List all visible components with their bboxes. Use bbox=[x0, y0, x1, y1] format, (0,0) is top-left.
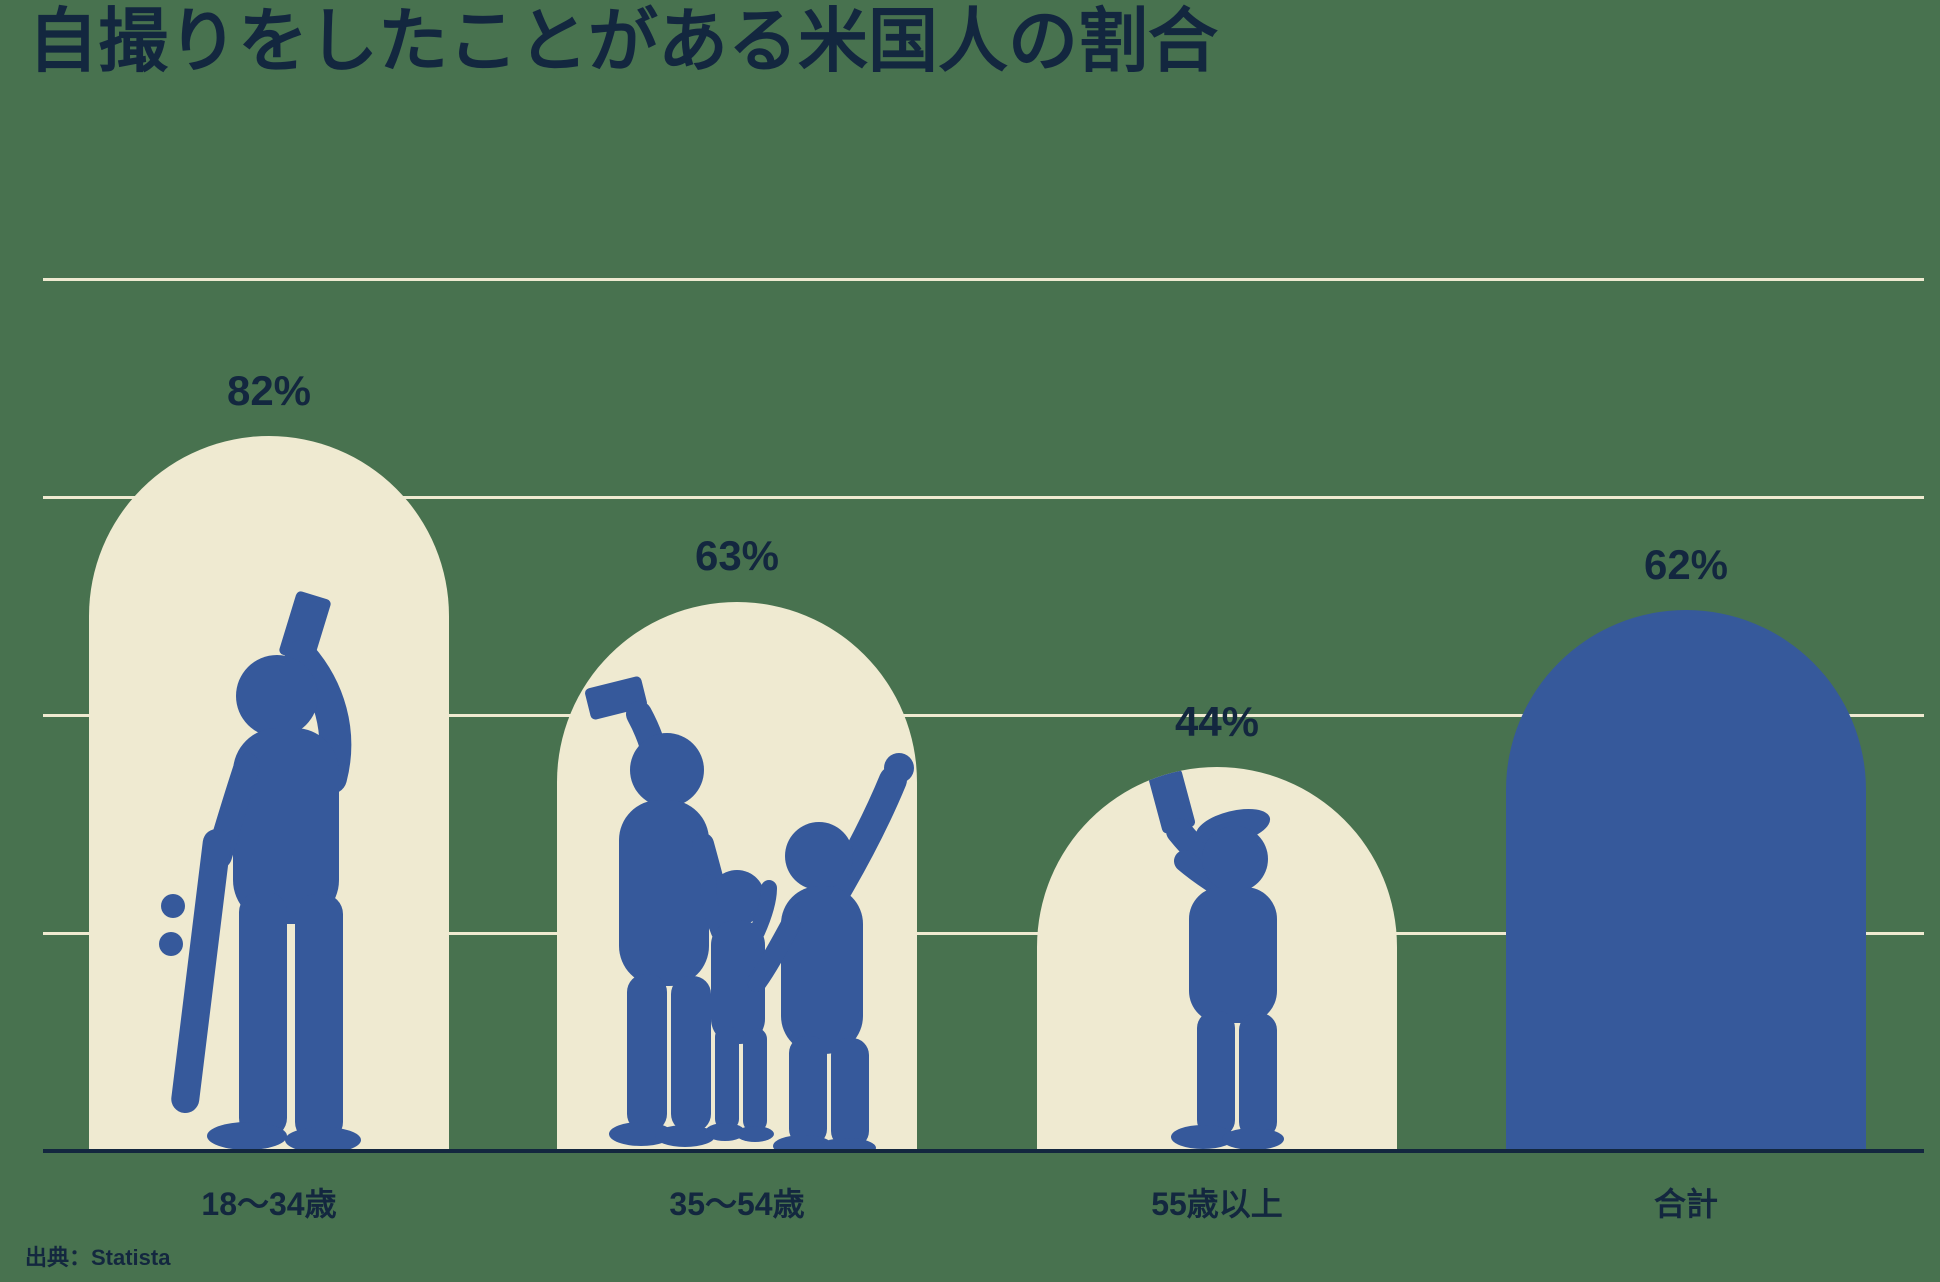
page-title: 自撮りをしたことがある米国人の割合 bbox=[28, 4, 1218, 81]
category-label: 35〜54歳 bbox=[669, 1185, 805, 1222]
bar-column-total: 62% 合計 bbox=[1506, 279, 1866, 1222]
plot-area: 82% 18〜34歳 bbox=[43, 277, 1924, 1222]
category-label: 合計 bbox=[1653, 1185, 1718, 1222]
bar-total bbox=[1506, 610, 1866, 1151]
bar-35-54 bbox=[557, 601, 917, 1151]
silhouette-older-man-selfie-icon bbox=[1148, 768, 1284, 1150]
bar-column-55-plus: 44% 55歳以上 bbox=[1037, 279, 1397, 1222]
value-label: 63% bbox=[694, 532, 780, 580]
bar-column-18-34: 82% 18〜34歳 bbox=[89, 279, 449, 1222]
bar-55-plus bbox=[1037, 767, 1397, 1151]
category-label: 55歳以上 bbox=[1151, 1185, 1283, 1222]
bar-column-35-54: 63% bbox=[557, 279, 917, 1222]
value-label: 62% bbox=[1643, 540, 1729, 588]
bar-18-34 bbox=[89, 435, 449, 1151]
value-label: 44% bbox=[1174, 697, 1260, 745]
gridline-25 bbox=[43, 931, 1924, 935]
gridline-100 bbox=[43, 277, 1924, 281]
gridline-50 bbox=[43, 713, 1924, 717]
silhouette-young-man-skateboard-icon bbox=[159, 591, 361, 1151]
value-label: 82% bbox=[226, 366, 312, 414]
silhouette-family-selfie-icon bbox=[585, 676, 914, 1151]
x-axis-baseline bbox=[43, 1149, 1924, 1153]
source-attribution: 出典：Statista bbox=[25, 1245, 171, 1270]
gridline-75 bbox=[43, 495, 1924, 499]
category-label: 18〜34歳 bbox=[201, 1185, 337, 1222]
